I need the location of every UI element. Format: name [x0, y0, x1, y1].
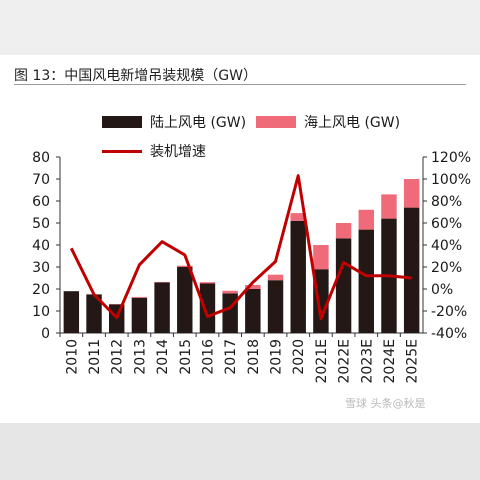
title-divider — [14, 84, 466, 85]
left-tick-label: 30 — [32, 260, 50, 276]
x-tick-label: 2020 — [291, 339, 307, 375]
legend-item-growth: 装机增速 — [102, 141, 206, 161]
right-tick-label: 60% — [431, 216, 462, 232]
x-tick-label: 2023E — [359, 339, 375, 383]
x-tick-label: 2011 — [87, 339, 103, 375]
bar-onshore — [290, 220, 306, 333]
x-tick-label: 2024E — [382, 339, 398, 383]
figure-title: 图 13：中国风电新增吊装规模（GW） — [14, 68, 257, 84]
bar-onshore — [199, 283, 216, 333]
bar-offshore — [199, 282, 216, 284]
legend-item-offshore: 海上风电 (GW) — [256, 112, 400, 132]
right-tick-label: 20% — [431, 260, 462, 276]
bottom-strip — [0, 423, 480, 480]
top-strip — [0, 0, 480, 55]
left-tick-label: 70 — [32, 172, 50, 188]
growth-line — [69, 174, 412, 321]
x-tick-label: 2021E — [314, 339, 330, 383]
legend-swatch-onshore — [102, 116, 142, 128]
bar-offshore — [358, 209, 374, 230]
legend-label-onshore: 陆上风电 (GW) — [150, 115, 247, 131]
x-tick-label: 2018 — [246, 339, 262, 375]
bar-offshore — [267, 274, 284, 281]
left-tick-label: 10 — [32, 304, 50, 320]
chart-figure: 图 13：中国风电新增吊装规模（GW） 陆上风电 (GW) 海上风电 (GW) … — [0, 55, 480, 423]
bar-offshore — [222, 290, 238, 294]
bar-onshore — [131, 297, 148, 333]
bar-onshore — [222, 293, 238, 333]
bar-offshore — [245, 285, 261, 289]
legend-swatch-offshore — [256, 116, 296, 128]
x-tick-label: 2022E — [337, 339, 353, 383]
legend-item-onshore: 陆上风电 (GW) — [102, 112, 246, 132]
x-tick-label: 2012 — [110, 339, 126, 375]
bar-onshore — [177, 267, 193, 333]
bar-offshore — [177, 265, 193, 267]
right-tick-label: -40% — [431, 326, 467, 342]
x-tick-label: 2025E — [405, 339, 421, 383]
bar-onshore — [86, 294, 102, 333]
bar-offshore — [403, 179, 420, 208]
x-tick-label: 2016 — [200, 339, 216, 375]
x-tick-label: 2017 — [223, 339, 239, 375]
legend: 陆上风电 (GW) 海上风电 (GW) 装机增速 — [0, 55, 480, 160]
bar-onshore — [335, 238, 352, 333]
legend-label-offshore: 海上风电 (GW) — [304, 115, 401, 131]
left-tick-label: 20 — [32, 282, 50, 298]
right-tick-label: 40% — [431, 238, 462, 254]
watermark: 雪球 头条@秋是 — [345, 397, 426, 410]
left-tick-label: 80 — [32, 150, 50, 166]
bar-onshore — [245, 289, 261, 333]
right-tick-label: -20% — [431, 304, 467, 320]
bar-onshore — [63, 291, 80, 333]
bar-onshore — [358, 229, 374, 333]
bar-offshore — [131, 296, 148, 298]
chart-plot: 0 10 20 30 40 50 60 70 80 -40% -20% 0% 20% 40% 60% 80% 1… — [32, 150, 471, 383]
right-tick-label: 120% — [431, 150, 471, 166]
x-tick-label: 2010 — [64, 339, 80, 375]
bar-offshore — [290, 213, 306, 221]
x-tick-label: 2014 — [155, 339, 171, 375]
bar-onshore — [267, 280, 284, 333]
right-tick-label: 0% — [431, 282, 453, 298]
right-tick-label: 80% — [431, 194, 462, 210]
bar-onshore — [154, 282, 170, 333]
x-tick-label: 2019 — [269, 339, 285, 375]
left-tick-label: 0 — [41, 326, 50, 342]
left-tick-label: 40 — [32, 238, 50, 254]
legend-swatch-growth — [102, 149, 142, 153]
bar-offshore — [313, 245, 329, 270]
x-tick-label: 2013 — [132, 339, 148, 375]
bar-onshore — [403, 207, 420, 333]
bar-offshore — [381, 194, 397, 219]
left-tick-label: 50 — [32, 216, 50, 232]
legend-label-growth: 装机增速 — [150, 144, 206, 160]
x-tick-label: 2015 — [178, 339, 194, 375]
left-tick-label: 60 — [32, 194, 50, 210]
right-tick-label: 100% — [431, 172, 471, 188]
bar-offshore — [335, 223, 352, 239]
